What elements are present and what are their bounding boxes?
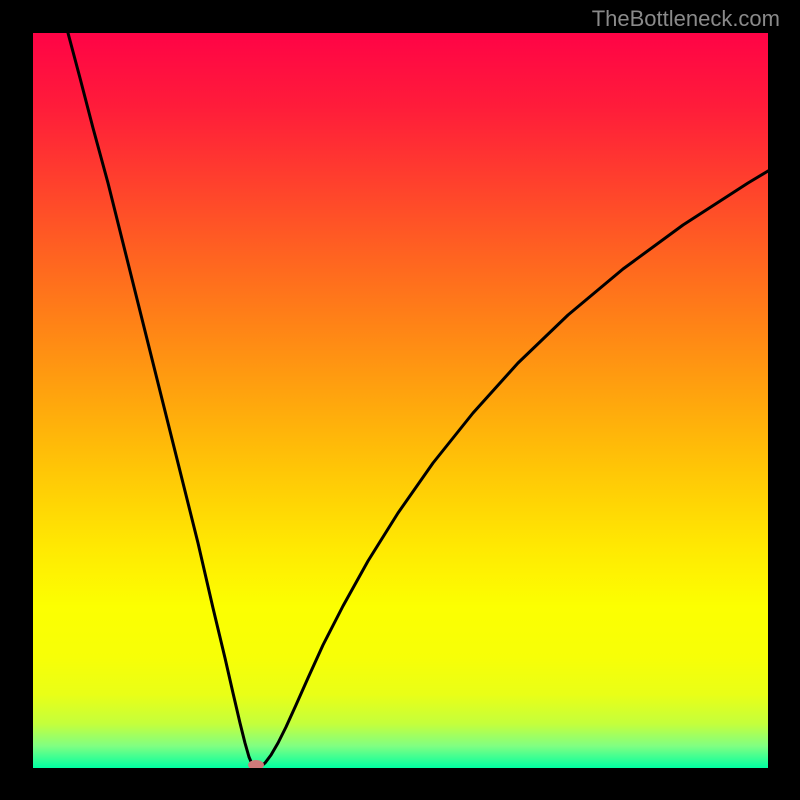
plot-area (33, 33, 768, 768)
minimum-marker (248, 760, 264, 768)
bottleneck-curve (68, 33, 768, 768)
watermark: TheBottleneck.com (592, 6, 780, 32)
curve-svg (33, 33, 768, 768)
